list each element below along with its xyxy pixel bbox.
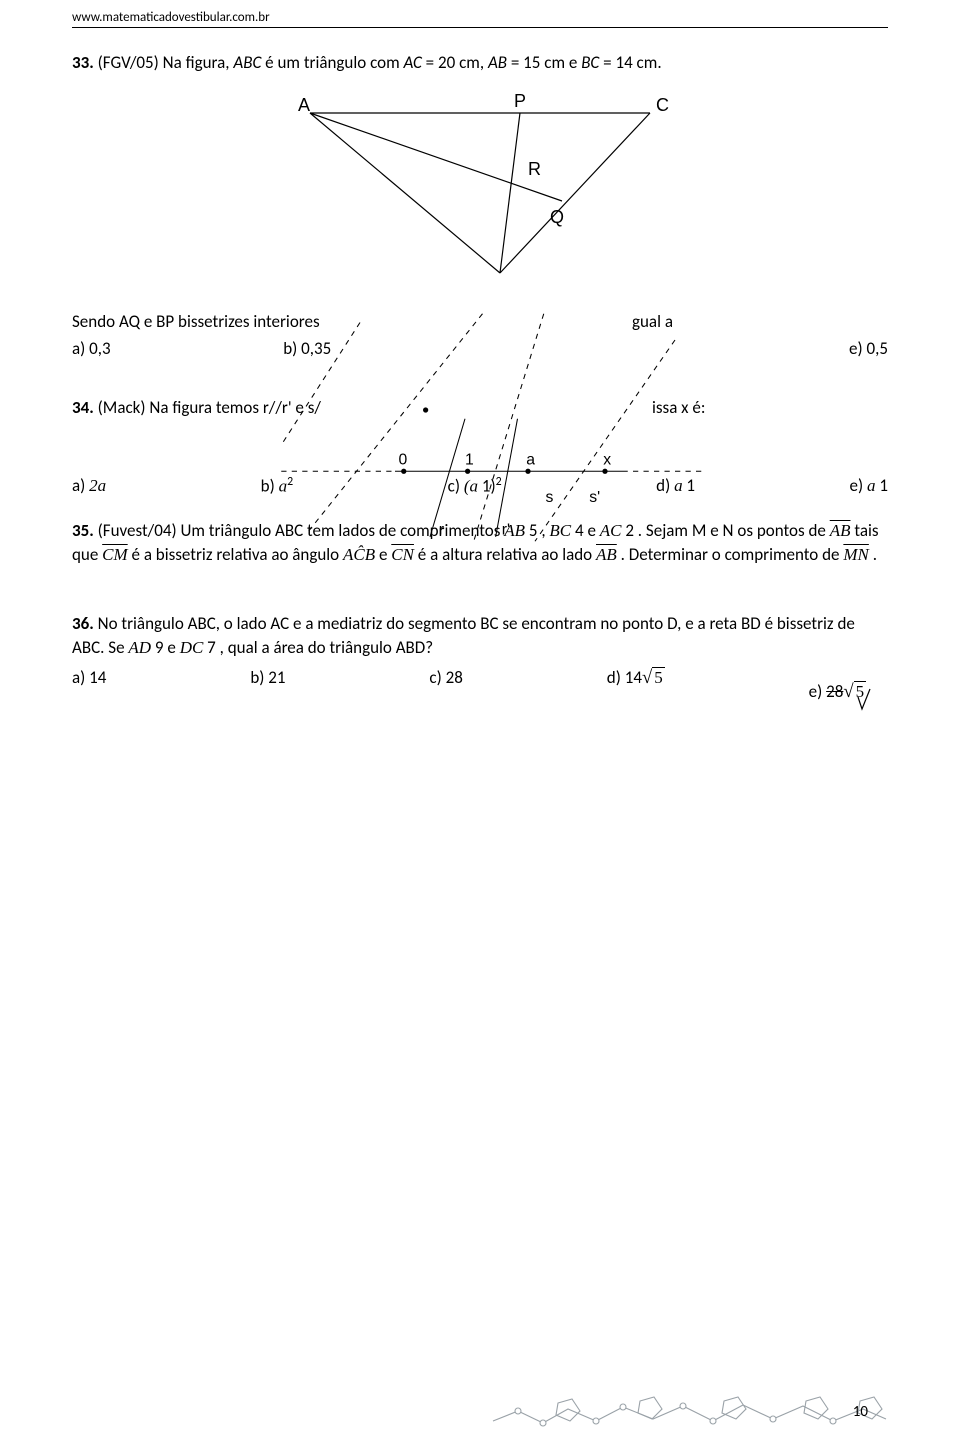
q33-label-c: C — [656, 95, 669, 115]
header-rule — [72, 27, 888, 28]
q36-answers: a) 14 b) 21 c) 28 d) 145 e) 285 — [72, 667, 888, 703]
q33-ans-e: e) 0,5 — [849, 338, 888, 359]
page-number: 10 — [853, 1403, 868, 1421]
q36-ans-d: d) 145 — [607, 667, 665, 703]
q34-figure-wrap: 0 1 a x s s' r r' — [255, 305, 710, 555]
q33-abc: ABC — [233, 52, 261, 73]
q33-stem1: Na figura, — [163, 52, 234, 73]
header-url: www.matematicadovestibular.com.br — [72, 10, 888, 25]
q34-source: (Mack) — [98, 397, 146, 418]
q34-label-r: r — [439, 521, 444, 538]
q34-figure: 0 1 a x s s' r r' — [255, 305, 710, 550]
q33-acv: = 20 cm, — [422, 52, 488, 73]
q34-label-sp: s' — [589, 489, 600, 506]
q33-label-q: Q — [550, 207, 564, 227]
q36-ans-a: a) 14 — [72, 667, 106, 703]
q34-label-rp: r' — [502, 521, 510, 538]
q34-label-1: 1 — [465, 451, 474, 468]
q33-ac: AC — [404, 52, 422, 73]
q36-ans-e: e) 285 — [809, 667, 888, 703]
q33-number: 33. — [72, 52, 94, 73]
q33-figure-wrap: A P C R Q — [72, 83, 888, 293]
q34-ans-a: a) 2a — [72, 475, 106, 497]
q34-label-0: 0 — [399, 451, 408, 468]
q33-stem2: é um triângulo com — [261, 52, 403, 73]
q33-figure: A P C R Q — [270, 83, 690, 293]
q33-source: (FGV/05) — [98, 52, 159, 73]
q34-label-x: x — [603, 451, 611, 468]
q33-label-r: R — [528, 159, 541, 179]
q36-stem: 36. No triângulo ABC, o lado AC e a medi… — [72, 612, 888, 661]
q33-abv: = 15 cm e — [507, 52, 581, 73]
q34-ans-e: e) a 1 — [850, 475, 888, 497]
q33-ab: AB — [488, 52, 507, 73]
q34-label-s: s — [546, 489, 554, 506]
q36-ans-c: c) 28 — [429, 667, 462, 703]
q34-label-a: a — [526, 451, 535, 468]
q33-ans-a: a) 0,3 — [72, 338, 111, 359]
q36-extra-radical-icon — [856, 687, 874, 717]
footer-decoration-icon — [488, 1361, 888, 1441]
q34-number: 34. — [72, 397, 94, 418]
q36-ans-b: b) 21 — [250, 667, 285, 703]
page: www.matematicadovestibular.com.br 33. (F… — [0, 0, 960, 1451]
q33-stem: 33. (FGV/05) Na figura, ABC é um triângu… — [72, 52, 888, 75]
q33-label-a: A — [298, 95, 310, 115]
q33-bc: BC — [581, 52, 599, 73]
q35-number: 35. — [72, 520, 94, 541]
q33-label-p: P — [514, 91, 526, 111]
q35-source: (Fuvest/04) — [94, 520, 181, 541]
q33-bcv: = 14 cm. — [599, 52, 661, 73]
q36-number: 36. — [72, 613, 94, 634]
